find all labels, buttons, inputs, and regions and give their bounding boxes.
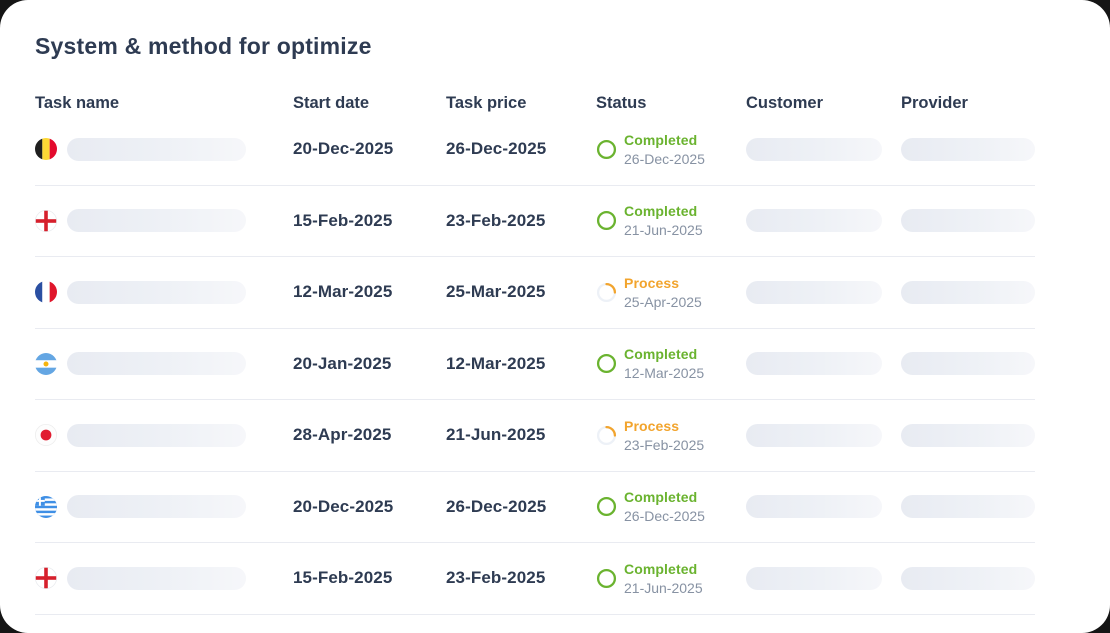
task-name-placeholder <box>67 423 246 447</box>
table-row: 20-Dec-2025 26-Dec-2025 Completed 26-Dec… <box>35 472 1035 543</box>
status-label: Completed <box>624 489 698 506</box>
start-date: 20-Dec-2025 <box>293 496 394 516</box>
status-date: 26-Dec-2025 <box>624 150 705 167</box>
provider-placeholder <box>901 209 1035 233</box>
task-name-placeholder <box>67 352 246 376</box>
page-title: System & method for optimize <box>35 33 372 59</box>
task-name-cell <box>35 566 293 590</box>
status-date: 25-Apr-2025 <box>624 293 702 310</box>
table-row: 20-Dec-2025 26-Dec-2025 Completed 26-Dec… <box>35 114 1035 186</box>
table-row: 28-Apr-2025 21-Jun-2025 Process 23-Feb-2… <box>35 400 1035 472</box>
provider-placeholder <box>901 280 1035 304</box>
status-label: Completed <box>624 131 698 148</box>
header-provider: Provider <box>901 93 968 112</box>
status-cell: Completed 12-Mar-2025 <box>596 346 746 381</box>
status-date: 12-Mar-2025 <box>624 365 705 382</box>
header-status: Status <box>596 93 647 112</box>
task-name-placeholder <box>67 209 246 233</box>
table-row: 12-Mar-2025 25-Mar-2025 Process 25-Apr-2… <box>35 257 1035 329</box>
status-cell: Completed 26-Dec-2025 <box>596 132 746 167</box>
england-flag-icon <box>35 567 57 590</box>
task-name-placeholder <box>67 280 246 304</box>
task-price: 12-Mar-2025 <box>446 353 546 373</box>
start-date: 20-Jan-2025 <box>293 353 392 373</box>
provider-placeholder <box>901 352 1035 376</box>
status-cell: Process 23-Feb-2025 <box>596 418 746 453</box>
customer-placeholder <box>746 566 882 590</box>
france-flag-icon <box>35 281 57 304</box>
status-date: 23-Feb-2025 <box>624 436 705 453</box>
process-status-icon <box>596 282 617 302</box>
status-date: 21-Jun-2025 <box>624 222 703 239</box>
task-name-cell <box>35 137 293 161</box>
header-start-date: Start date <box>293 93 370 112</box>
argentina-flag-icon <box>35 352 57 375</box>
customer-placeholder <box>746 495 882 519</box>
provider-placeholder <box>901 137 1035 161</box>
status-date: 21-Jun-2025 <box>624 579 703 596</box>
start-date: 20-Dec-2025 <box>293 139 394 159</box>
status-cell: Completed 21-Jun-2025 <box>596 561 746 596</box>
table-header-row: Task name Start date Task price Status C… <box>35 92 1035 114</box>
status-cell: Completed 26-Dec-2025 <box>596 489 746 524</box>
england-flag-icon <box>35 209 57 232</box>
status-label: Completed <box>624 346 698 363</box>
completed-status-icon <box>596 497 617 517</box>
task-price: 25-Mar-2025 <box>446 282 546 302</box>
completed-status-icon <box>596 568 617 588</box>
customer-placeholder <box>746 280 882 304</box>
customer-placeholder <box>746 423 882 447</box>
task-name-placeholder <box>67 137 246 161</box>
header-task-price: Task price <box>446 93 527 112</box>
table-row: 15-Feb-2025 23-Feb-2025 Completed 21-Jun… <box>35 186 1035 257</box>
start-date: 15-Feb-2025 <box>293 210 393 230</box>
provider-placeholder <box>901 423 1035 447</box>
task-price: 26-Dec-2025 <box>446 139 547 159</box>
completed-status-icon <box>596 139 617 159</box>
task-price: 26-Dec-2025 <box>446 496 547 516</box>
start-date: 15-Feb-2025 <box>293 568 393 588</box>
table-row: 20-Jan-2025 12-Mar-2025 Completed 12-Mar… <box>35 329 1035 400</box>
status-label: Completed <box>624 560 698 577</box>
start-date: 12-Mar-2025 <box>293 282 393 302</box>
customer-placeholder <box>746 137 882 161</box>
completed-status-icon <box>596 211 617 231</box>
status-label: Process <box>624 417 680 434</box>
customer-placeholder <box>746 209 882 233</box>
task-price: 23-Feb-2025 <box>446 568 546 588</box>
task-name-placeholder <box>67 566 246 590</box>
belgium-flag-icon <box>35 138 57 161</box>
provider-placeholder <box>901 495 1035 519</box>
task-name-cell <box>35 280 293 304</box>
task-name-cell <box>35 495 293 519</box>
task-price: 23-Feb-2025 <box>446 210 546 230</box>
status-cell: Process 25-Apr-2025 <box>596 275 746 310</box>
status-label: Completed <box>624 203 698 220</box>
table-row: 15-Feb-2025 23-Feb-2025 Completed 21-Jun… <box>35 543 1035 615</box>
start-date: 28-Apr-2025 <box>293 425 392 445</box>
task-price: 21-Jun-2025 <box>446 425 546 445</box>
customer-placeholder <box>746 352 882 376</box>
status-date: 26-Dec-2025 <box>624 508 705 525</box>
process-status-icon <box>596 425 617 445</box>
status-cell: Completed 21-Jun-2025 <box>596 203 746 238</box>
header-task-name: Task name <box>35 93 120 112</box>
task-name-cell <box>35 209 293 233</box>
greece-flag-icon <box>35 495 57 518</box>
status-label: Process <box>624 274 680 291</box>
japan-flag-icon <box>35 424 57 447</box>
task-name-cell <box>35 352 293 376</box>
task-name-placeholder <box>67 495 246 519</box>
task-name-cell <box>35 423 293 447</box>
provider-placeholder <box>901 566 1035 590</box>
completed-status-icon <box>596 354 617 374</box>
header-customer: Customer <box>746 93 824 112</box>
